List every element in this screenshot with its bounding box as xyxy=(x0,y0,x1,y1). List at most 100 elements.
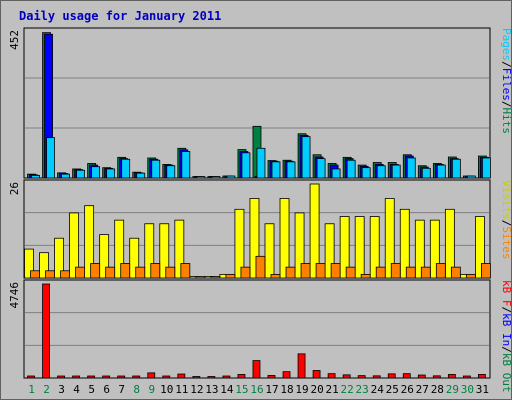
bar-kb-f-day-24 xyxy=(372,375,381,379)
y-max-label: 26 xyxy=(8,182,21,195)
bar-sites-day-22 xyxy=(345,266,356,279)
bar-pages-day-10 xyxy=(166,165,176,179)
bar-pages-day-28 xyxy=(436,164,446,179)
bar-sites-day-19 xyxy=(300,263,311,279)
x-tick-label: 17 xyxy=(265,383,278,396)
bar-sites-day-23 xyxy=(360,273,371,279)
bar-visits-day-31 xyxy=(475,216,485,279)
legend-hits: Hits xyxy=(500,108,512,135)
x-tick-label: 14 xyxy=(220,383,234,396)
bar-sites-day-12 xyxy=(195,276,206,279)
bar-kb-f-day-21 xyxy=(327,373,336,379)
bar-pages-day-29 xyxy=(451,158,461,179)
bar-kb-f-day-17 xyxy=(267,375,276,379)
bar-pages-day-14 xyxy=(226,175,236,179)
bar-sites-day-10 xyxy=(165,266,176,279)
bar-kb-f-day-6 xyxy=(102,375,111,379)
panel-legend: Pages/Files/Hits xyxy=(500,28,512,134)
x-tick-label: 8 xyxy=(133,383,140,396)
bar-kb-f-day-8 xyxy=(132,375,141,379)
bar-sites-day-13 xyxy=(210,276,221,279)
bar-kb-f-day-30 xyxy=(462,375,471,379)
bar-visits-day-22 xyxy=(339,216,350,279)
x-tick-label: 2 xyxy=(43,383,50,396)
bar-pages-day-31 xyxy=(482,157,491,179)
bar-sites-day-11 xyxy=(180,263,191,279)
bar-visits-day-8 xyxy=(129,237,140,279)
legend-kb-out: kB Out xyxy=(500,353,512,393)
bar-visits-day-20 xyxy=(309,183,320,279)
bar-pages-day-16 xyxy=(256,147,266,179)
x-axis-labels: 1 2 3 4 5 6 7 8 9 10 11 12 13 14 15 16 17 18 19 20 21 22 23 24 2… xyxy=(28,383,489,396)
x-tick-label: 11 xyxy=(175,383,188,396)
x-tick-label: 9 xyxy=(148,383,155,396)
x-tick-label: 21 xyxy=(325,383,338,396)
bar-pages-day-5 xyxy=(91,166,101,179)
x-tick-label: 12 xyxy=(190,383,203,396)
bar-sites-day-2 xyxy=(45,270,55,279)
bar-sites-day-27 xyxy=(420,266,431,279)
x-tick-label: 25 xyxy=(386,383,399,396)
bar-pages-day-11 xyxy=(181,151,191,179)
bar-kb-f-day-25 xyxy=(387,373,396,379)
x-tick-label: 24 xyxy=(371,383,385,396)
bar-sites-day-20 xyxy=(315,263,326,279)
bar-pages-day-2 xyxy=(46,137,55,179)
panel-legend: kB F/kB In/kB Out xyxy=(500,280,512,393)
x-tick-label: 1 xyxy=(28,383,35,396)
x-tick-label: 13 xyxy=(205,383,218,396)
bar-pages-day-4 xyxy=(76,169,86,179)
legend-sites: Sites xyxy=(500,226,512,259)
bar-sites-day-15 xyxy=(240,266,251,279)
x-tick-label: 20 xyxy=(310,383,323,396)
bar-visits-day-28 xyxy=(429,219,440,279)
bar-pages-day-17 xyxy=(271,161,281,179)
panel-legend: Visits/Sites xyxy=(500,180,512,260)
bar-kb-f-day-23 xyxy=(357,375,366,379)
bar-kb-f-day-11 xyxy=(177,373,186,379)
x-tick-label: 10 xyxy=(160,383,173,396)
bar-kb-f-day-14 xyxy=(222,375,231,379)
x-tick-label: 26 xyxy=(401,383,414,396)
bar-sites-day-18 xyxy=(285,266,296,279)
bar-sites-day-17 xyxy=(270,273,281,279)
legend-separator: / xyxy=(500,101,512,108)
x-tick-label: 23 xyxy=(356,383,369,396)
bar-visits-day-25 xyxy=(384,198,395,279)
bar-sites-day-25 xyxy=(390,263,401,279)
bar-pages-day-23 xyxy=(361,167,371,179)
bar-visits-day-26 xyxy=(399,208,410,279)
y-max-label: 4746 xyxy=(8,282,21,309)
bar-pages-day-21 xyxy=(331,168,341,179)
bar-sites-day-6 xyxy=(105,266,116,279)
legend-kb-in: kB In xyxy=(500,313,512,346)
bar-pages-day-25 xyxy=(391,164,401,179)
bar-visits-day-6 xyxy=(99,234,110,279)
bar-sites-day-30 xyxy=(465,273,476,279)
bar-sites-day-4 xyxy=(75,266,86,279)
chart-bars xyxy=(24,32,491,379)
bar-pages-day-13 xyxy=(211,176,221,179)
bar-sites-day-14 xyxy=(225,273,236,279)
x-tick-label: 6 xyxy=(103,383,110,396)
bar-pages-day-15 xyxy=(241,152,251,179)
bar-visits-day-4 xyxy=(69,212,80,279)
bar-pages-day-1 xyxy=(31,175,40,179)
bar-visits-day-15 xyxy=(234,208,245,279)
bar-visits-day-7 xyxy=(114,219,125,279)
legend-separator: / xyxy=(500,220,512,227)
bar-pages-day-20 xyxy=(316,158,326,179)
bar-kb-f-day-16 xyxy=(252,360,261,379)
x-tick-label: 18 xyxy=(280,383,293,396)
bar-sites-day-9 xyxy=(150,263,161,279)
bar-visits-day-29 xyxy=(444,208,455,279)
bar-sites-day-7 xyxy=(120,263,131,279)
legend-visits: Visits xyxy=(500,180,512,220)
x-tick-label: 7 xyxy=(118,383,125,396)
bar-visits-day-2 xyxy=(39,252,49,279)
bar-sites-day-16 xyxy=(255,255,266,279)
bar-sites-day-26 xyxy=(405,266,416,279)
bar-kb-f-day-7 xyxy=(117,375,126,379)
bar-pages-day-26 xyxy=(406,157,416,179)
